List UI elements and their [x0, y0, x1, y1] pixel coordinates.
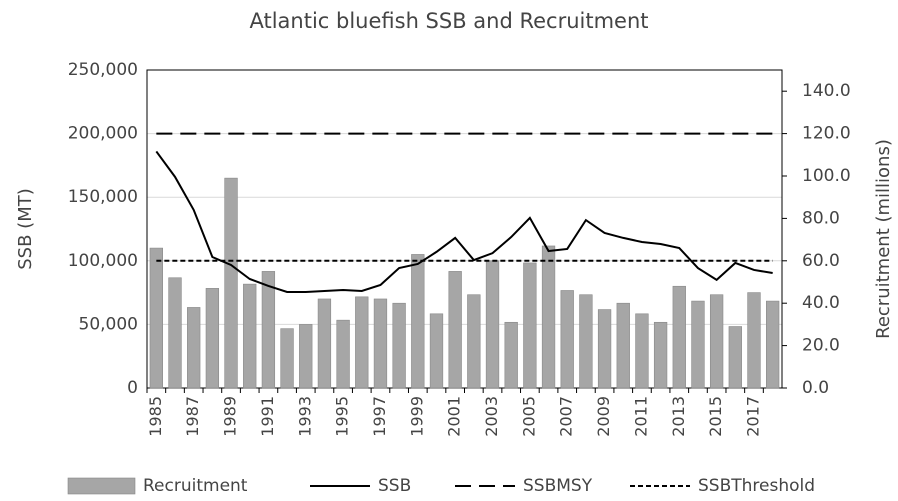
x-tick-label: 1991 — [258, 396, 277, 437]
bar — [392, 302, 406, 389]
bar — [747, 292, 761, 389]
legend-swatch — [67, 477, 136, 495]
bar — [560, 290, 574, 389]
x-tick-label: 1987 — [183, 396, 202, 437]
bar — [448, 271, 462, 389]
x-tick-label: 2007 — [557, 396, 576, 437]
bar — [411, 254, 425, 389]
bar — [205, 288, 220, 389]
bar — [467, 294, 481, 389]
x-tick-label: 2001 — [445, 396, 464, 437]
x-tick-label: 1999 — [407, 396, 426, 437]
bar — [766, 300, 780, 389]
y-tick-label: 0 — [127, 378, 138, 398]
bar — [579, 294, 593, 389]
bar — [504, 321, 518, 389]
bar — [523, 262, 537, 389]
bar — [261, 271, 276, 389]
y2-tick-label: 40.0 — [802, 293, 840, 313]
y2-tick-label: 20.0 — [802, 336, 840, 356]
bar — [373, 298, 388, 389]
legend-label: SSBMSY — [523, 476, 593, 496]
bar — [709, 294, 724, 389]
y2-tick-label: 80.0 — [802, 208, 840, 228]
bar — [672, 285, 686, 389]
bar — [149, 247, 163, 389]
bar — [728, 326, 742, 389]
x-tick-label: 2017 — [743, 396, 762, 437]
x-tick-label: 2015 — [706, 396, 725, 437]
x-tick-label: 1995 — [333, 396, 352, 437]
legend-label: Recruitment — [143, 476, 248, 496]
x-tick-label: 1989 — [221, 396, 240, 437]
bar — [317, 298, 332, 389]
bar — [168, 277, 182, 389]
bar — [336, 319, 350, 389]
x-tick-label: 1997 — [370, 396, 389, 437]
bar — [243, 283, 257, 389]
y2-tick-label: 100.0 — [802, 166, 851, 186]
x-tick-label: 2003 — [482, 396, 501, 437]
y-axis-label: SSB (MT) — [15, 188, 36, 270]
x-tick-label: 1985 — [146, 396, 165, 437]
y-tick-label: 100,000 — [68, 251, 138, 271]
x-tick-label: 2013 — [669, 396, 688, 437]
y2-tick-label: 60.0 — [802, 251, 840, 271]
x-tick-label: 2011 — [631, 396, 650, 437]
bar — [187, 307, 201, 389]
y-tick-label: 250,000 — [68, 60, 138, 80]
bar — [653, 321, 668, 389]
y2-axis-label: Recruitment (millions) — [873, 139, 894, 339]
y2-tick-label: 140.0 — [802, 81, 851, 101]
bar — [355, 296, 369, 389]
bar — [429, 313, 444, 389]
plot-frame — [146, 69, 783, 389]
legend-label: SSB — [378, 476, 411, 496]
bar — [635, 313, 649, 389]
x-tick-label: 2009 — [594, 396, 613, 437]
x-tick-label: 2005 — [519, 396, 538, 437]
bar — [299, 324, 313, 389]
y2-tick-label: 0.0 — [802, 378, 829, 398]
y-tick-label: 200,000 — [68, 124, 138, 144]
bar — [280, 328, 294, 389]
bar — [485, 260, 500, 389]
y-tick-label: 150,000 — [68, 187, 138, 207]
legend-label: SSBThreshold — [698, 476, 815, 496]
bar — [224, 177, 238, 389]
chart-title: Atlantic bluefish SSB and Recruitment — [249, 9, 648, 33]
y2-tick-label: 120.0 — [802, 124, 851, 144]
bar — [597, 309, 612, 389]
line-solid — [155, 150, 773, 293]
bar — [616, 302, 630, 389]
bar — [691, 300, 705, 389]
x-tick-label: 1993 — [295, 396, 314, 437]
y-tick-label: 50,000 — [79, 314, 138, 334]
bar — [541, 245, 556, 389]
